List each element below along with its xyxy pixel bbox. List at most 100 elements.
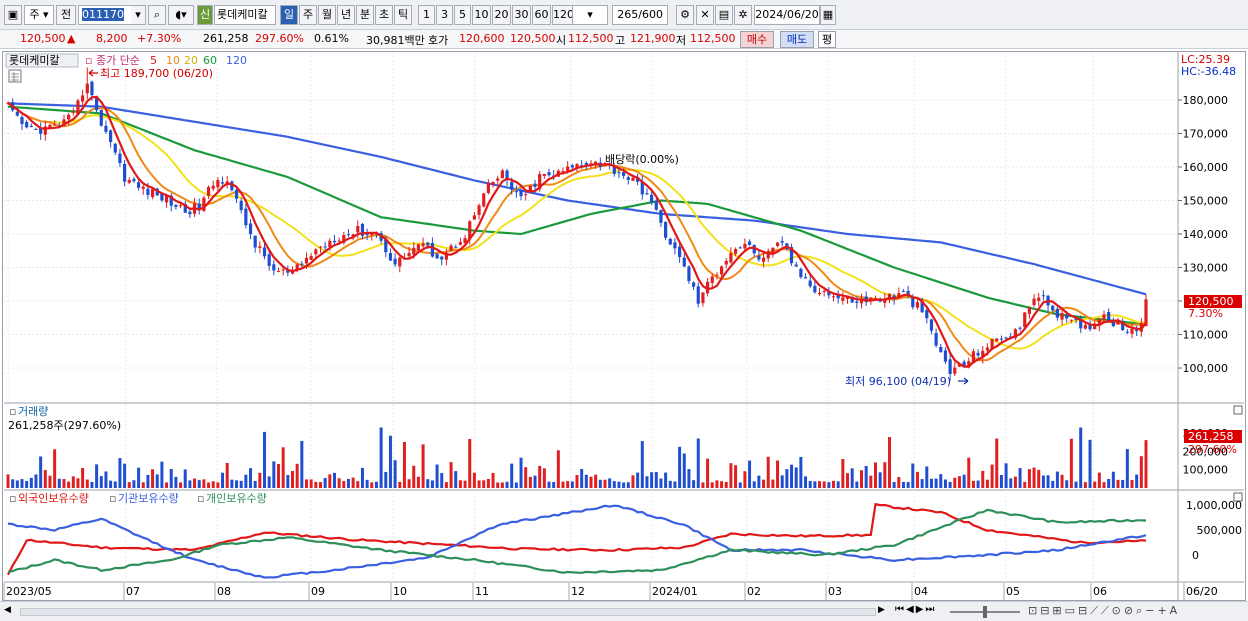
volume-bar bbox=[528, 476, 532, 488]
scroll-track[interactable] bbox=[20, 608, 876, 616]
volume-close-icon[interactable] bbox=[1233, 405, 1243, 415]
price-panel-name: 롯데케미칼 bbox=[9, 54, 60, 67]
candle-body bbox=[673, 242, 677, 249]
number-tab-30[interactable]: 30 bbox=[512, 5, 531, 25]
scroll-right-icon[interactable]: ▶ bbox=[878, 605, 885, 615]
volume-bar bbox=[575, 475, 579, 488]
candle-body bbox=[925, 310, 929, 319]
volume-bar bbox=[556, 450, 560, 488]
search-icon[interactable]: ⌕ bbox=[148, 5, 166, 25]
volume-bar bbox=[388, 435, 392, 488]
window-menu-icon[interactable]: ▣ bbox=[4, 5, 22, 25]
candle-body bbox=[486, 182, 490, 194]
volume-bar bbox=[892, 482, 896, 488]
volume-bar bbox=[1135, 474, 1139, 488]
candle-body bbox=[398, 257, 402, 267]
interval-tab-3[interactable]: 년 bbox=[337, 5, 355, 25]
number-tab-3[interactable]: 3 bbox=[436, 5, 453, 25]
volume-bar bbox=[1079, 427, 1083, 488]
volume-bar bbox=[430, 480, 434, 488]
period-select[interactable]: 주 ▾ bbox=[24, 5, 54, 25]
stock-name-field[interactable]: 롯데케미칼 bbox=[214, 5, 276, 25]
number-tab-10[interactable]: 10 bbox=[472, 5, 491, 25]
candle-body bbox=[626, 177, 630, 180]
volume-bar bbox=[887, 437, 891, 488]
candle-body bbox=[300, 263, 304, 265]
candle-body bbox=[738, 247, 742, 249]
number-tab-60[interactable]: 60 bbox=[532, 5, 551, 25]
candle-body bbox=[999, 338, 1004, 340]
gear-icon[interactable]: ✲ bbox=[734, 5, 752, 25]
volume-bar bbox=[118, 458, 122, 488]
candle-body bbox=[188, 211, 192, 215]
speaker-icon[interactable]: ◖▾ bbox=[168, 5, 194, 25]
interval-tab-4[interactable]: 분 bbox=[356, 5, 374, 25]
interval-tab-5[interactable]: 초 bbox=[375, 5, 393, 25]
table-toggle-icon[interactable] bbox=[8, 69, 22, 83]
candle-body bbox=[533, 183, 537, 187]
volume-bar bbox=[109, 480, 113, 488]
scroll-left-icon[interactable]: ◀ bbox=[4, 605, 11, 615]
volume-bar bbox=[939, 474, 943, 488]
candle-body bbox=[1060, 313, 1064, 320]
candle-body bbox=[197, 203, 201, 211]
volume-bar bbox=[183, 469, 187, 488]
interval-tab-2[interactable]: 월 bbox=[318, 5, 336, 25]
buy-button[interactable]: 매수 bbox=[740, 31, 774, 48]
volume-bar bbox=[235, 480, 239, 488]
number-tab-20[interactable]: 20 bbox=[492, 5, 511, 25]
open-price: 112,500 bbox=[568, 32, 614, 45]
candle-body bbox=[1065, 314, 1069, 319]
save-icon[interactable]: ▤ bbox=[715, 5, 733, 25]
candle-body bbox=[393, 258, 397, 265]
volume-bar bbox=[67, 481, 71, 488]
interval-tab-6[interactable]: 틱 bbox=[394, 5, 412, 25]
candle-body bbox=[953, 367, 957, 374]
candle-body bbox=[472, 215, 476, 220]
volume-bar bbox=[533, 475, 537, 488]
number-tab-5[interactable]: 5 bbox=[454, 5, 471, 25]
date-input[interactable]: 2024/06/20 bbox=[754, 5, 820, 25]
sell-button[interactable]: 매도 bbox=[780, 31, 814, 48]
interval-tab-0[interactable]: 일 bbox=[280, 5, 298, 25]
calendar-icon[interactable]: ▦ bbox=[820, 5, 836, 25]
stock-code-input[interactable]: 011170 bbox=[78, 5, 146, 25]
zoom-slider-handle[interactable] bbox=[983, 606, 987, 618]
tools-icon[interactable]: ✕ bbox=[696, 5, 714, 25]
candle-body bbox=[668, 238, 672, 245]
eval-button[interactable]: 평 bbox=[818, 31, 836, 48]
volume-bar bbox=[1009, 478, 1013, 488]
volume-bar bbox=[454, 471, 458, 488]
candle-body bbox=[715, 274, 719, 276]
candle-body bbox=[855, 301, 859, 303]
volume-bar bbox=[715, 480, 719, 488]
holdings-close-icon[interactable] bbox=[1233, 492, 1243, 502]
prev-button[interactable]: 전 bbox=[56, 5, 76, 25]
candle-body bbox=[468, 221, 472, 240]
count-field[interactable]: 265/600 bbox=[612, 5, 668, 25]
chart-type-icon[interactable]: ⚙ bbox=[676, 5, 694, 25]
bid-price: 120,500 bbox=[510, 32, 556, 45]
candle-body bbox=[640, 181, 644, 195]
drawing-tools-icon[interactable]: ⊡⊟⊞▭⊟⟋⟋⊙⊘⌕−+A bbox=[1028, 604, 1181, 617]
candle-body bbox=[1083, 324, 1087, 329]
volume-bar bbox=[1088, 439, 1092, 488]
candle-body bbox=[178, 205, 183, 207]
number-tab-1[interactable]: 1 bbox=[418, 5, 435, 25]
volume-bar bbox=[342, 481, 346, 488]
volume-bar bbox=[822, 481, 826, 488]
volume-bar bbox=[967, 457, 971, 488]
volume-panel-title: 거래량 bbox=[18, 405, 48, 418]
candle-body bbox=[444, 252, 449, 260]
candle-body bbox=[1013, 329, 1018, 339]
volume-bar bbox=[682, 453, 686, 488]
volume-bar bbox=[123, 463, 127, 488]
code-dropdown-icon[interactable]: ▾ bbox=[131, 5, 146, 25]
candle-body bbox=[258, 246, 262, 248]
empty-select[interactable]: ▾ bbox=[572, 5, 608, 25]
playback-controls-icon[interactable]: ⏮◀▶⏭ bbox=[895, 604, 937, 615]
volume-bar bbox=[1074, 481, 1078, 488]
interval-tab-1[interactable]: 주 bbox=[299, 5, 317, 25]
candle-body bbox=[901, 291, 906, 293]
